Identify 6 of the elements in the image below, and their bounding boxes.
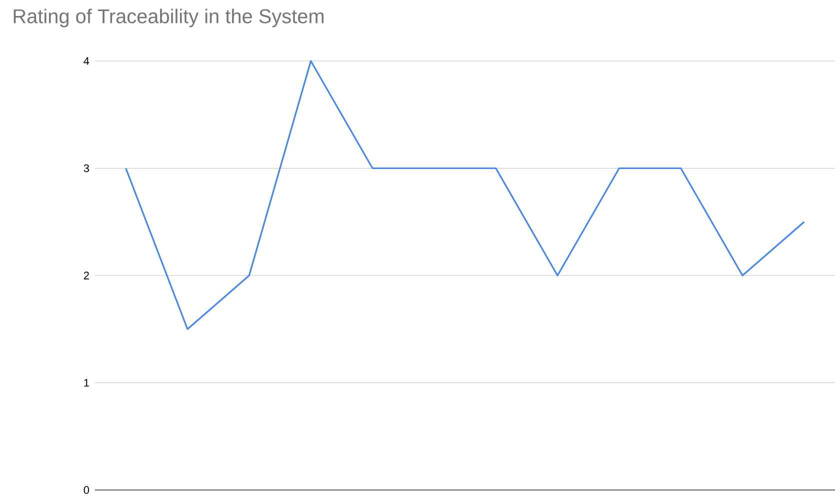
y-tick-label: 1: [84, 378, 89, 387]
y-tick-label: 3: [84, 164, 89, 172]
y-tick-label: 0: [84, 486, 90, 494]
y-tick-label: 2: [84, 272, 89, 280]
y-tick-label: 4: [84, 57, 90, 65]
chart-title: Rating of Traceability in the System: [14, 8, 324, 28]
